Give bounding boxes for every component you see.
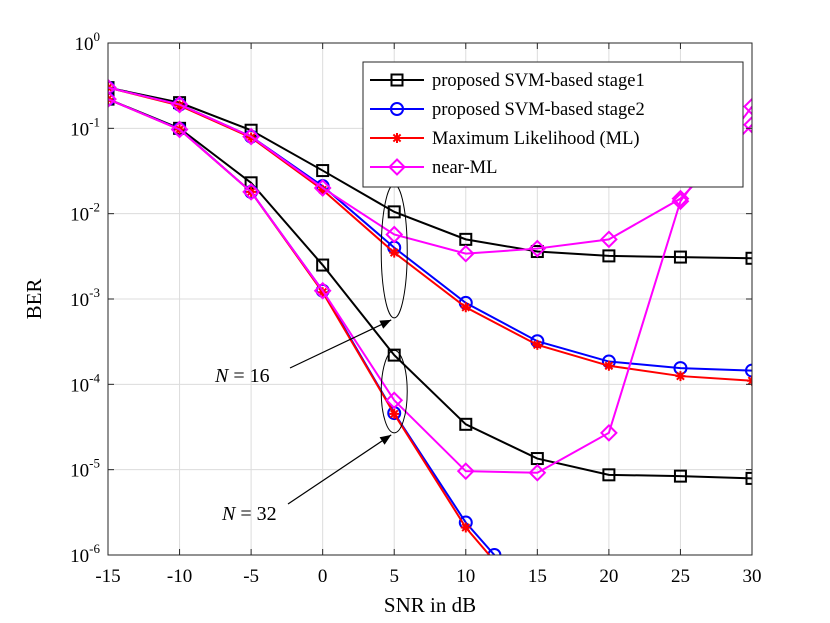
data-point-near-ml-n-16: [242, 127, 261, 146]
x-tick-label: 5: [389, 566, 399, 587]
legend-marker-diamond: [388, 158, 406, 176]
x-axis-label: SNR in dB: [384, 593, 476, 617]
legend-entry-maximum-likelihood-ml: Maximum Likelihood (ML): [370, 129, 640, 149]
legend-box: [362, 61, 744, 188]
series-near-ml-n-32: [108, 90, 752, 482]
data-point-near-ml-n-32: [743, 97, 752, 116]
annotation-arrowhead-n-16: [379, 319, 392, 329]
x-tick-label: -5: [243, 566, 259, 587]
legend-label: proposed SVM-based stage2: [432, 100, 645, 120]
data-point-proposed-svm-based-stage2-n-32: [108, 92, 115, 107]
data-point-maximum-likelihood-ml-n-16: [603, 360, 614, 371]
data-point-near-ml-n-32: [671, 192, 690, 211]
data-point-near-ml-n-16: [313, 179, 332, 197]
data-point-near-ml-n-16: [108, 78, 117, 97]
annotation-arrowhead-n-32: [379, 434, 392, 445]
data-point-near-ml-n-16: [170, 95, 189, 114]
legend: proposed SVM-based stage1 proposed SVM-ba…: [362, 61, 744, 188]
x-tick-label: 20: [599, 566, 618, 587]
y-tick-label: 10-4: [70, 370, 100, 396]
x-tick-label: -10: [167, 566, 192, 587]
data-point-proposed-svm-based-stage1-n-32: [602, 468, 616, 482]
annotation-arrow-n-32: [287, 434, 392, 505]
data-point-near-ml-n-16: [385, 225, 404, 244]
data-point-near-ml-n-32: [456, 462, 475, 481]
data-point-near-ml-n-32: [599, 423, 618, 442]
data-point-proposed-svm-based-stage2-n-32: [487, 548, 502, 555]
annotations: N = 16 N = 32: [214, 183, 408, 525]
legend-label: Maximum Likelihood (ML): [432, 129, 640, 149]
data-point-near-ml-n-32: [313, 281, 332, 300]
data-point-maximum-likelihood-ml-n-32: [389, 408, 400, 419]
y-tick-label: 10-3: [70, 285, 100, 311]
data-point-proposed-svm-based-stage1-n-32: [387, 348, 401, 362]
y-tick-label: 100: [75, 29, 101, 55]
legend-marker-asterisk: [392, 133, 402, 143]
data-point-proposed-svm-based-stage1-n-32: [673, 469, 687, 483]
data-point-near-ml-n-32: [528, 463, 547, 482]
annotation-ellipse-n-32: [380, 349, 408, 434]
data-point-proposed-svm-based-stage2-n-16: [244, 129, 259, 144]
series-line-proposed-svm-based-stage1-n-16: [108, 86, 752, 260]
x-tick-label: 0: [318, 566, 328, 587]
x-tick-label: 25: [671, 566, 690, 587]
legend-entry-proposed-svm-based-stage1: proposed SVM-based stage1: [370, 71, 645, 91]
series-line-near-ml-n-16: [108, 86, 752, 255]
data-point-maximum-likelihood-ml-n-16: [675, 371, 686, 382]
y-tick-label: 10-2: [70, 200, 100, 226]
data-point-proposed-svm-based-stage1-n-32: [459, 417, 473, 431]
data-point-near-ml-n-16: [456, 244, 475, 263]
x-tick-label: 30: [743, 566, 762, 587]
legend-label: proposed SVM-based stage1: [432, 71, 645, 91]
y-tick-label: 10-1: [70, 114, 100, 140]
annotation-label-n-32: N = 32: [221, 503, 277, 525]
data-point-near-ml-n-32: [385, 391, 404, 410]
data-point-near-ml-n-32: [108, 90, 117, 109]
plot-area: [108, 78, 752, 555]
data-point-proposed-svm-based-stage2-n-16: [108, 80, 115, 95]
data-point-proposed-svm-based-stage1-n-32: [745, 471, 752, 485]
legend-label: near-ML: [432, 158, 497, 178]
legend-marker-square: [390, 73, 404, 87]
annotation-label-n-16: N = 16: [214, 365, 270, 387]
data-point-maximum-likelihood-ml-n-16: [532, 339, 543, 350]
data-point-proposed-svm-based-stage1-n-16: [673, 250, 687, 264]
x-tick-label: 10: [456, 566, 475, 587]
data-point-proposed-svm-based-stage1-n-16: [387, 205, 401, 219]
series-line-near-ml-n-32: [108, 98, 752, 474]
data-point-proposed-svm-based-stage1-n-32: [316, 258, 330, 272]
data-point-proposed-svm-based-stage2-n-16: [745, 363, 752, 378]
legend-entry-near-ml: near-ML: [370, 158, 497, 178]
y-tick-label: 10-6: [70, 541, 100, 567]
data-point-maximum-likelihood-ml-n-16: [389, 247, 400, 258]
data-point-proposed-svm-based-stage2-n-32: [244, 184, 259, 199]
data-point-proposed-svm-based-stage1-n-16: [316, 164, 330, 178]
data-point-maximum-likelihood-ml-n-16: [460, 302, 471, 313]
data-point-near-ml-n-16: [528, 239, 547, 258]
legend-entry-proposed-svm-based-stage2: proposed SVM-based stage2: [370, 100, 645, 120]
data-point-near-ml-n-32: [242, 182, 261, 201]
data-point-maximum-likelihood-ml-n-16: [317, 184, 328, 195]
data-point-proposed-svm-based-stage1-n-16: [602, 249, 616, 263]
x-tick-label: 15: [528, 566, 547, 587]
data-point-proposed-svm-based-stage1-n-16: [745, 251, 752, 265]
annotation-arrow-n-16: [289, 319, 392, 369]
y-axis-label: BER: [22, 279, 46, 320]
legend-marker-circle: [390, 102, 404, 116]
data-point-near-ml-n-16: [743, 115, 752, 134]
axis-ticks: -15 -10 -5 0 5 10 15 20 25 30 10-6 10-5 10-4 10-3 10-2…: [70, 29, 761, 587]
y-tick-label: 10-5: [70, 456, 100, 482]
data-point-near-ml-n-16: [599, 230, 618, 249]
data-point-near-ml-n-32: [170, 120, 189, 139]
x-tick-label: -15: [95, 566, 120, 587]
series-line-proposed-svm-based-stage1-n-32: [108, 98, 752, 480]
data-point-maximum-likelihood-ml-n-32: [460, 522, 471, 533]
